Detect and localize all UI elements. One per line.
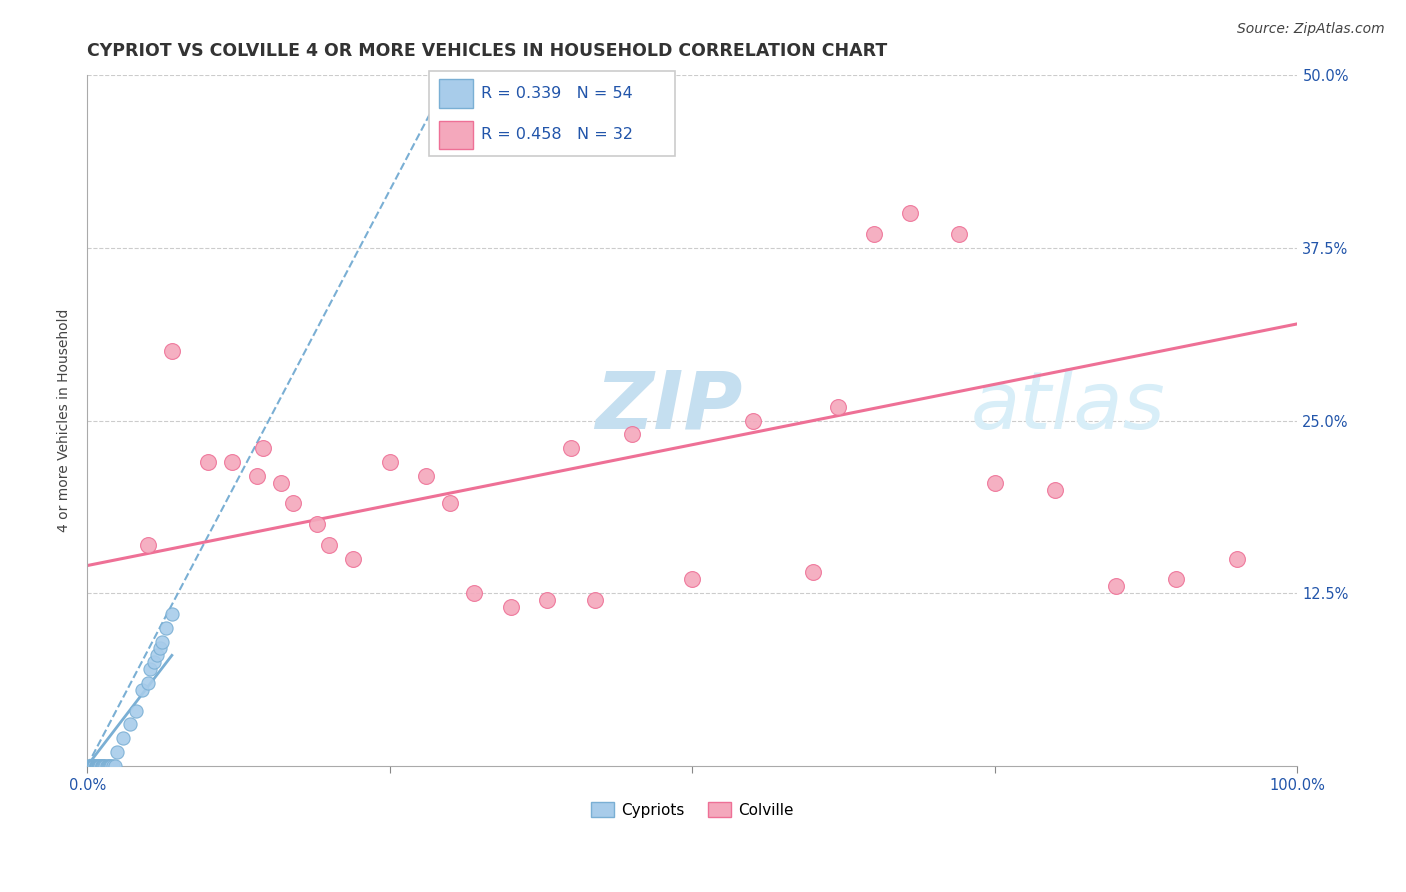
Point [585, 593, 607, 607]
Point [898, 206, 921, 220]
Point [89, 759, 111, 773]
Point [82, 759, 104, 773]
Point [112, 731, 135, 746]
Point [79, 759, 101, 773]
Point [90, 759, 112, 773]
Point [82, 759, 104, 773]
Point [221, 455, 243, 469]
Point [86, 759, 108, 773]
Point [801, 566, 824, 580]
Point [80, 759, 103, 773]
Point [80, 759, 103, 773]
Point [620, 427, 643, 442]
Point [124, 704, 146, 718]
Point [1226, 551, 1249, 566]
Point [160, 344, 183, 359]
Text: atlas: atlas [970, 368, 1166, 446]
Point [94, 759, 117, 773]
Point [86, 759, 108, 773]
FancyBboxPatch shape [429, 71, 675, 156]
FancyBboxPatch shape [439, 120, 472, 149]
Legend: Cypriots, Colville: Cypriots, Colville [585, 796, 800, 824]
Point [100, 759, 122, 773]
Point [87, 759, 110, 773]
Point [142, 655, 165, 669]
Point [93, 759, 115, 773]
Point [82, 759, 104, 773]
Point [146, 648, 169, 663]
Point [863, 227, 886, 241]
Point [96, 759, 118, 773]
Point [150, 634, 173, 648]
Point [197, 455, 219, 469]
Point [1166, 573, 1188, 587]
Point [107, 745, 129, 759]
Point [80, 759, 103, 773]
Point [1045, 483, 1067, 497]
Point [681, 573, 703, 587]
Point [318, 538, 340, 552]
Point [89, 759, 111, 773]
Point [463, 586, 485, 600]
Point [83, 759, 105, 773]
Point [101, 759, 124, 773]
Point [80, 759, 103, 773]
Point [87, 759, 110, 773]
Point [136, 676, 159, 690]
Point [536, 593, 558, 607]
Point [91, 759, 114, 773]
Point [83, 759, 105, 773]
Text: R = 0.458   N = 32: R = 0.458 N = 32 [481, 128, 633, 143]
Point [89, 759, 111, 773]
Point [149, 641, 172, 656]
Point [741, 413, 763, 427]
Text: R = 0.339   N = 54: R = 0.339 N = 54 [481, 86, 633, 101]
Point [560, 441, 582, 455]
Point [91, 759, 114, 773]
Point [155, 621, 177, 635]
Point [89, 759, 111, 773]
Point [281, 496, 304, 510]
Point [80, 759, 103, 773]
Point [89, 759, 111, 773]
Point [948, 227, 970, 241]
Point [131, 682, 153, 697]
Text: ZIP: ZIP [596, 368, 742, 446]
Point [104, 759, 127, 773]
Point [439, 496, 461, 510]
Point [827, 400, 849, 414]
Point [86, 759, 108, 773]
FancyBboxPatch shape [439, 79, 472, 108]
Point [77, 759, 100, 773]
Point [160, 607, 183, 621]
Point [378, 455, 401, 469]
Point [90, 759, 112, 773]
Point [97, 759, 120, 773]
Point [246, 468, 269, 483]
Text: CYPRIOT VS COLVILLE 4 OR MORE VEHICLES IN HOUSEHOLD CORRELATION CHART: CYPRIOT VS COLVILLE 4 OR MORE VEHICLES I… [87, 42, 887, 60]
Point [97, 759, 120, 773]
Point [139, 662, 162, 676]
Point [84, 759, 107, 773]
Point [84, 759, 107, 773]
Point [307, 517, 329, 532]
Point [80, 759, 103, 773]
Point [984, 475, 1007, 490]
Point [84, 759, 107, 773]
Y-axis label: 4 or more Vehicles in Household: 4 or more Vehicles in Household [58, 309, 72, 533]
Point [118, 717, 141, 731]
Point [499, 600, 522, 615]
Point [83, 759, 105, 773]
Point [79, 759, 101, 773]
Point [1105, 579, 1128, 593]
Point [252, 441, 274, 455]
Point [98, 759, 121, 773]
Point [270, 475, 292, 490]
Point [415, 468, 437, 483]
Point [342, 551, 364, 566]
Text: Source: ZipAtlas.com: Source: ZipAtlas.com [1237, 22, 1385, 37]
Point [136, 538, 159, 552]
